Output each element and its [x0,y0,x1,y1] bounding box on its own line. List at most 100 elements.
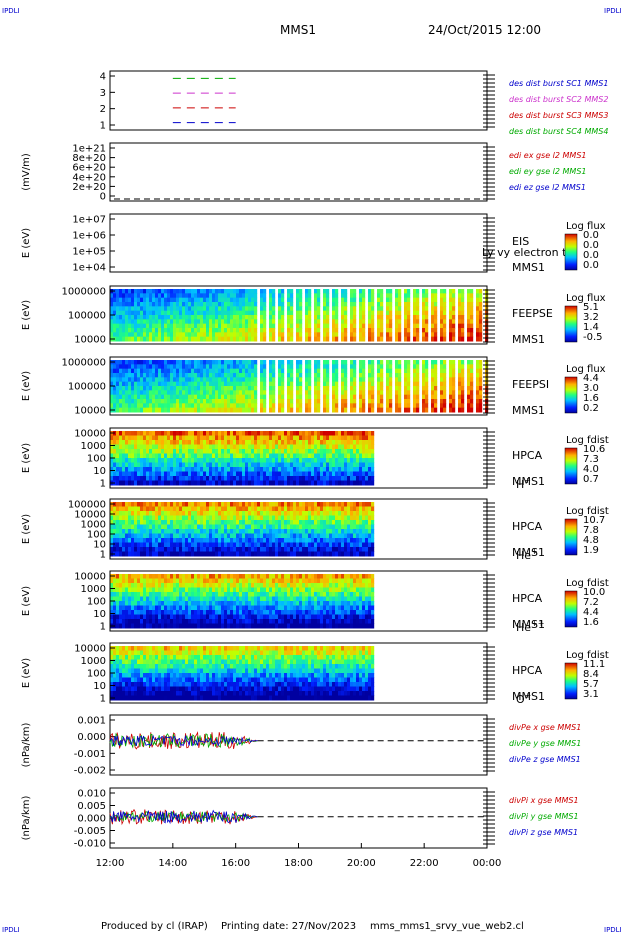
heatmap-cell [233,547,237,552]
heatmap-cell [131,614,135,620]
heatmap-cell [158,407,162,413]
heatmap-cell [194,502,198,507]
heatmap-cell [116,368,120,374]
heatmap-cell [335,293,339,299]
heatmap-cell [287,319,291,325]
heatmap-cell [479,293,483,299]
heatmap-cell [122,297,126,303]
heatmap-cell [179,368,183,374]
heatmap-cell [242,399,246,404]
colorbar-title: Log flux [566,364,606,375]
heatmap-cell [164,467,168,472]
heatmap-cell [452,360,456,365]
heatmap-cell [242,480,246,486]
heatmap-cell [212,381,216,387]
heatmap-cell [158,533,162,539]
heatmap-cell [125,315,129,320]
heatmap-cell [422,310,426,316]
heatmap-cell [137,605,141,611]
heatmap-cell [113,610,117,615]
heatmap-cell [461,332,465,338]
heatmap-cell [416,319,420,325]
heatmap-cell [269,394,273,400]
heatmap-cell [137,614,141,620]
heatmap-cell [110,596,114,602]
heatmap-cell [176,364,180,370]
heatmap-cell [284,524,288,530]
heatmap-cell [155,399,159,404]
heatmap-cell [143,431,147,436]
heatmap-cell [326,529,330,534]
heatmap-cell [128,520,132,525]
heatmap-cell [260,293,264,299]
heatmap-cell [350,480,354,486]
heatmap-cell [317,467,321,472]
heatmap-cell [254,462,258,468]
heatmap-cell [434,373,438,378]
heatmap-cell [458,364,462,370]
heatmap-cell [431,289,435,294]
heatmap-cell [323,538,327,543]
heatmap-cell [359,462,363,468]
heatmap-cell [458,310,462,316]
heatmap-cell [134,538,138,543]
heatmap-cell [215,386,219,391]
heatmap-cell [416,377,420,383]
heatmap-cell [176,332,180,338]
heatmap-cell [431,319,435,325]
heatmap-cell [125,524,129,530]
heatmap-cell [281,323,285,329]
heatmap-cell [164,524,168,530]
heatmap-cell [296,538,300,543]
heatmap-cell [341,506,345,512]
heatmap-cell [260,407,264,413]
heatmap-cell [125,368,129,374]
heatmap-cell [287,444,291,450]
heatmap-cell [155,614,159,620]
heatmap-cell [179,529,183,534]
heatmap-cell [290,289,294,294]
heatmap-cell [305,336,309,342]
heatmap-cell [242,386,246,391]
heatmap-cell [122,306,126,312]
heatmap-cell [143,306,147,312]
heatmap-cell [161,332,165,338]
heatmap-cell [293,435,297,441]
heatmap-cell [113,471,117,477]
heatmap-cell [272,377,276,383]
heatmap-cell [233,440,237,445]
heatmap-cell [164,547,168,552]
heatmap-cell [308,336,312,342]
heatmap-cell [218,323,222,329]
heatmap-cell [143,377,147,383]
heatmap-cell [128,587,132,593]
heatmap-cell [326,293,330,299]
heatmap-cell [254,449,258,454]
heatmap-cell [239,471,243,477]
ytick-label: 1e+05 [72,247,106,258]
heatmap-cell [122,596,126,602]
heatmap-cell [116,381,120,387]
heatmap-cell [362,293,366,299]
heatmap-cell [452,399,456,404]
heatmap-cell [152,592,156,597]
heatmap-cell [278,506,282,512]
heatmap-cell [368,315,372,320]
ytick-label: 100000 [68,500,106,511]
heatmap-cell [467,336,471,342]
heatmap-cell [368,542,372,548]
heatmap-cell [398,328,402,333]
heatmap-cell [203,323,207,329]
heatmap-cell [323,373,327,378]
heatmap-cell [173,390,177,396]
heatmap-cell [314,328,318,333]
heatmap-cell [308,467,312,472]
heatmap-cell [173,524,177,530]
heatmap-cell [158,476,162,481]
heatmap-cell [146,467,150,472]
heatmap-cell [263,364,267,370]
heatmap-cell [290,381,294,387]
heatmap-cell [269,511,273,516]
heatmap-cell [185,529,189,534]
heatmap-cell [182,449,186,454]
